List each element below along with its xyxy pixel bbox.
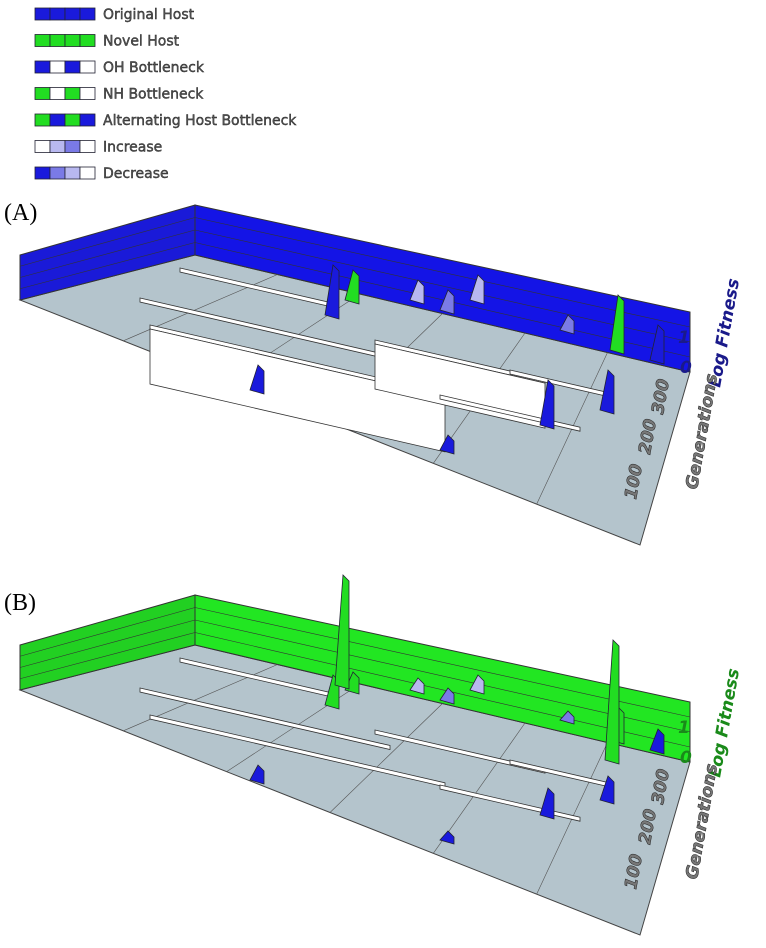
legend-swatch	[64, 7, 81, 21]
fitness-bar	[439, 830, 455, 845]
legend-swatch	[64, 87, 81, 100]
legend-swatch	[79, 60, 96, 74]
fitness-bar	[649, 324, 665, 365]
fitness-bar	[609, 294, 625, 355]
legend-swatch	[49, 7, 66, 21]
legend-swatch	[79, 7, 96, 21]
fitness-bar	[249, 764, 265, 785]
fitness-bar	[409, 677, 425, 695]
wall-line	[194, 229, 691, 343]
fitness-tick-label: 0	[680, 748, 692, 768]
fitness-bar	[599, 775, 615, 805]
fitness-bar	[539, 379, 555, 430]
fitness-tick-label: 0	[680, 358, 692, 378]
generation-tick-label: 100	[621, 462, 647, 501]
fitness-bar	[469, 274, 485, 305]
legend-swatch	[49, 166, 66, 180]
legend-label: Increase	[103, 140, 162, 156]
fitness-bar	[559, 710, 575, 725]
wall-line	[194, 217, 691, 328]
legend-swatch	[34, 60, 51, 74]
fitness-bar	[334, 574, 350, 690]
legend-label: Decrease	[103, 166, 169, 182]
legend-swatch	[64, 140, 81, 153]
fitness-bar	[539, 787, 555, 820]
generation-title: Generations	[682, 372, 722, 491]
fitness-bar	[249, 364, 265, 395]
wall-line	[19, 217, 196, 267]
legend-swatch	[64, 166, 81, 180]
legend-swatch	[34, 34, 51, 47]
fitness-title: Log Fitness	[705, 667, 744, 779]
legend-swatch	[79, 87, 96, 100]
wall-line	[19, 607, 196, 657]
legend-swatch	[79, 113, 96, 127]
legend-swatch	[64, 113, 81, 127]
fitness-bar	[439, 434, 455, 455]
legend-swatch	[34, 166, 51, 180]
fitness-title: Log Fitness	[705, 277, 744, 389]
fitness-bar	[604, 639, 620, 765]
wall-line	[19, 632, 196, 680]
floor-line	[329, 703, 443, 813]
legend-label: NH Bottleneck	[103, 87, 204, 103]
legend-swatch	[79, 140, 96, 153]
fitness-bar	[439, 687, 455, 705]
wall-line	[194, 242, 691, 358]
legend-swatch	[34, 7, 51, 21]
branch-face	[149, 328, 446, 453]
legend-swatch	[79, 166, 96, 180]
branch-top	[139, 687, 391, 751]
fitness-bar	[324, 264, 340, 320]
legend-swatch	[64, 60, 81, 74]
fitness-bar	[469, 674, 485, 695]
fitness-tick-label: 1	[678, 328, 690, 348]
legend-label: Alternating Host Bottleneck	[103, 113, 297, 129]
generation-title: Generations	[682, 762, 722, 881]
legend-label: Novel Host	[103, 34, 180, 50]
legend-swatch	[49, 87, 66, 100]
fitness-bar	[344, 269, 360, 305]
fitness-bar	[559, 314, 575, 335]
fitness-bar	[649, 728, 665, 755]
wall-line	[19, 229, 196, 278]
fitness-bar	[409, 279, 425, 305]
wall-line	[19, 619, 196, 668]
branch-face	[374, 343, 546, 429]
legend-label: OH Bottleneck	[103, 60, 205, 76]
legend-swatch	[34, 87, 51, 100]
legend-swatch	[49, 60, 66, 74]
fitness-bar	[439, 289, 455, 315]
panel-label: (A)	[4, 200, 37, 226]
legend-swatch	[34, 113, 51, 127]
legend-swatch	[64, 34, 81, 47]
legend-label: Original Host	[103, 7, 195, 23]
branch-top	[374, 729, 546, 774]
panel-label: (B)	[4, 590, 36, 616]
legend-swatch	[79, 34, 96, 47]
legend-swatch	[49, 140, 66, 153]
legend-swatch	[49, 113, 66, 127]
wall-line	[194, 607, 691, 718]
legend-swatch	[34, 140, 51, 153]
wall-line	[194, 619, 691, 733]
fitness-bar	[599, 369, 615, 415]
legend-swatch	[49, 34, 66, 47]
wall-line	[19, 242, 196, 290]
fitness-tick-label: 1	[678, 718, 690, 738]
